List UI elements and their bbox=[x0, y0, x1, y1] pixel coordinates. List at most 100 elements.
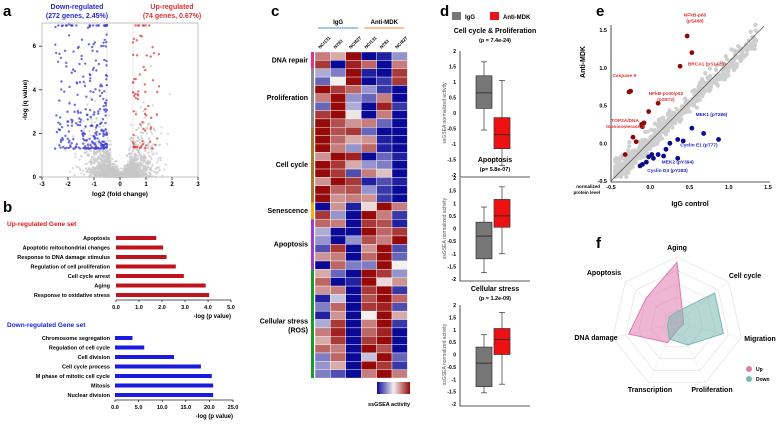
heatmap-cell bbox=[376, 110, 393, 120]
x-tick-label: -1 bbox=[91, 182, 97, 188]
y-tick-label: 1.0 bbox=[599, 66, 607, 72]
heatmap-cell bbox=[330, 101, 346, 111]
heatmap-cell bbox=[314, 327, 331, 337]
point-up-regulated bbox=[140, 145, 143, 148]
point-up-regulated bbox=[157, 53, 161, 56]
y-tick-label: 2 bbox=[453, 176, 456, 182]
point-unchanged bbox=[150, 158, 153, 161]
plot-frame bbox=[41, 22, 199, 178]
row-group-label: Cellular stress bbox=[260, 319, 308, 326]
point-unchanged bbox=[107, 171, 110, 174]
bar bbox=[116, 293, 210, 297]
point-down-regulated bbox=[102, 144, 105, 147]
point-unchanged bbox=[90, 158, 93, 161]
point-down-regulated bbox=[102, 41, 105, 44]
x-tick-label: 0.0 bbox=[111, 405, 119, 411]
heatmap-cell bbox=[376, 85, 393, 95]
point-down-regulated bbox=[103, 58, 106, 62]
heatmap-cell bbox=[314, 76, 331, 86]
heatmap-cell bbox=[345, 285, 362, 295]
point-up-regulated bbox=[132, 133, 135, 137]
point-unchanged bbox=[106, 173, 109, 176]
point-unchanged bbox=[128, 152, 132, 155]
point-unchanged bbox=[82, 173, 85, 176]
point-unchanged bbox=[626, 155, 631, 160]
point-unchanged bbox=[146, 162, 149, 165]
heatmap-cell bbox=[361, 361, 377, 370]
point-unchanged bbox=[108, 157, 111, 160]
point-unchanged bbox=[129, 161, 132, 165]
point-unchanged bbox=[617, 174, 622, 179]
point-unchanged bbox=[108, 153, 112, 156]
heatmap-cell bbox=[361, 101, 377, 111]
heatmap-cell bbox=[361, 327, 377, 337]
point-unchanged bbox=[74, 155, 77, 159]
x-tick-label: 25.0 bbox=[228, 405, 239, 411]
point-unchanged bbox=[97, 167, 101, 170]
heatmap-cell bbox=[314, 185, 331, 195]
point-down-regulated bbox=[75, 24, 78, 27]
x-tick-label: 10.0 bbox=[157, 405, 168, 411]
heatmap-cell bbox=[361, 344, 377, 354]
point-up-regulated bbox=[132, 37, 136, 41]
point-down-regulated bbox=[97, 140, 101, 143]
row-group-bar bbox=[311, 202, 314, 220]
point-unchanged bbox=[82, 127, 86, 131]
point-down-regulated bbox=[89, 77, 92, 80]
point-unchanged bbox=[135, 158, 138, 161]
volcano-plot: -3 -2 -1 0 1 2 3 0 2 4 6 log2 (fold change) -log (q … bbox=[22, 4, 201, 198]
y-axis-label: ssGSEA normalized activity bbox=[442, 197, 448, 259]
row-group-label: Apoptosis bbox=[274, 241, 308, 248]
point-unchanged bbox=[78, 158, 81, 161]
heatmap-cell bbox=[361, 185, 377, 195]
point-unchanged bbox=[147, 151, 150, 154]
point-up-regulated bbox=[139, 123, 142, 126]
heatmap-cell bbox=[314, 218, 331, 228]
point-unchanged bbox=[652, 121, 657, 126]
point-down bbox=[675, 155, 681, 161]
point-unchanged bbox=[100, 159, 103, 162]
corner-label: protein level bbox=[573, 190, 600, 195]
point-unchanged bbox=[94, 113, 97, 116]
point-unchanged bbox=[714, 63, 719, 68]
point-down bbox=[646, 154, 652, 160]
x-tick-label: 0.0 bbox=[646, 185, 654, 191]
point-down-regulated bbox=[63, 49, 67, 52]
point-down-regulated bbox=[92, 134, 95, 138]
heatmap-cell bbox=[330, 218, 346, 228]
point-down-regulated bbox=[58, 99, 61, 102]
point-down-regulated bbox=[104, 128, 107, 131]
point-unchanged bbox=[144, 168, 148, 171]
y-tick-label: 0.5 bbox=[599, 104, 607, 110]
column-group-label: IgG bbox=[333, 20, 343, 26]
point-down-regulated bbox=[63, 90, 66, 93]
point-up bbox=[684, 33, 690, 39]
bar-category-label: Regulation of cell proliferation bbox=[31, 265, 111, 271]
point-unchanged bbox=[682, 96, 688, 101]
heatmap-cell bbox=[391, 235, 408, 245]
point-down-regulated bbox=[90, 98, 94, 101]
point-down-regulated bbox=[73, 103, 76, 107]
box-igg bbox=[475, 346, 493, 388]
point-unchanged bbox=[127, 171, 130, 175]
x-tick-label: 0 bbox=[118, 182, 122, 188]
heatmap-cell bbox=[376, 68, 393, 78]
y-tick-label: -1 bbox=[452, 252, 457, 258]
point-unchanged bbox=[149, 65, 152, 68]
point-up-regulated bbox=[141, 139, 144, 143]
point-down-regulated bbox=[84, 108, 87, 111]
x-tick-label: 5.0 bbox=[227, 305, 235, 311]
point-unchanged bbox=[750, 34, 755, 39]
heatmap-cell bbox=[330, 51, 346, 61]
point-unchanged bbox=[116, 173, 119, 177]
point-unchanged bbox=[696, 88, 701, 93]
heatmap-cell bbox=[361, 160, 377, 170]
point-down-regulated bbox=[84, 62, 87, 65]
heatmap-cell bbox=[361, 193, 377, 203]
point-up-regulated bbox=[155, 113, 159, 116]
point-unchanged bbox=[134, 143, 138, 146]
heatmap-cell bbox=[314, 277, 331, 287]
heatmap-cell bbox=[391, 244, 408, 253]
radar-axis-label: Proliferation bbox=[691, 387, 732, 394]
point-down-regulated bbox=[65, 65, 68, 68]
